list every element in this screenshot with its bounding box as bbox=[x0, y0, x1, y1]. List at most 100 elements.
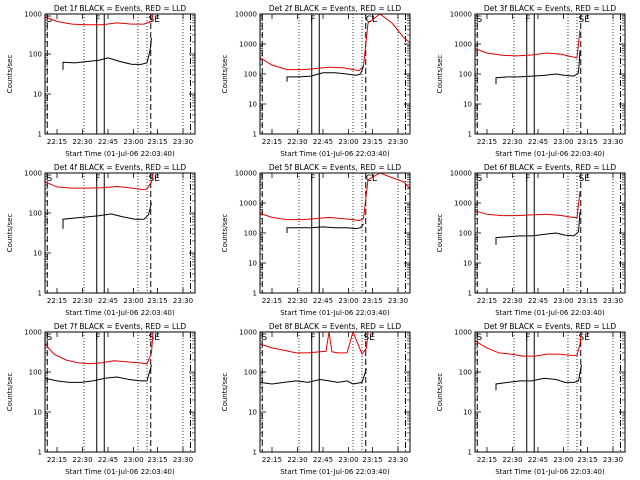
x-axis-label: Start Time (01-Jul-06 22:03:40) bbox=[280, 309, 390, 317]
y-tick-label: 1000 bbox=[239, 329, 257, 337]
series-line-lld bbox=[44, 13, 154, 26]
y-tick-label: 1000 bbox=[454, 200, 472, 208]
plot-title: Det 9f BLACK = Events, RED = LLD bbox=[484, 322, 617, 331]
x-tick-label: 23:15 bbox=[577, 456, 597, 464]
y-tick-label: 10000 bbox=[235, 170, 257, 178]
x-axis-label: Start Time (01-Jul-06 22:03:40) bbox=[495, 468, 605, 476]
x-axis-label: Start Time (01-Jul-06 22:03:40) bbox=[65, 309, 175, 317]
x-tick-label: 23:00 bbox=[338, 138, 358, 146]
x-tick-label: 23:15 bbox=[147, 456, 167, 464]
x-tick-label: 22:15 bbox=[477, 456, 497, 464]
x-tick-label: 23:30 bbox=[603, 456, 623, 464]
y-tick-label: 10 bbox=[463, 260, 472, 268]
y-axis-label: Counts/sec bbox=[221, 55, 229, 94]
marker-label: S bbox=[477, 174, 483, 184]
marker-label: F bbox=[95, 333, 100, 343]
plot-frame bbox=[474, 331, 626, 453]
series-line-lld bbox=[44, 172, 154, 191]
x-tick-label: 22:15 bbox=[47, 297, 67, 305]
plot-frame bbox=[44, 172, 196, 294]
plot-frame bbox=[259, 331, 411, 453]
y-tick-label: 100 bbox=[29, 210, 42, 218]
x-tick-label: 23:30 bbox=[388, 297, 408, 305]
marker-label: F bbox=[95, 15, 100, 25]
x-tick-label: 23:30 bbox=[388, 138, 408, 146]
plot-frame bbox=[44, 13, 196, 135]
x-tick-label: 23:00 bbox=[123, 138, 143, 146]
marker-label: F bbox=[525, 15, 530, 25]
y-tick-label: 100 bbox=[459, 230, 472, 238]
y-axis-label: Counts/sec bbox=[436, 214, 444, 253]
marker-label: F bbox=[310, 333, 315, 343]
plot-frame bbox=[474, 172, 626, 294]
x-tick-label: 23:30 bbox=[173, 138, 193, 146]
marker-label: S bbox=[47, 15, 53, 25]
marker-label: S bbox=[477, 15, 483, 25]
x-axis-label: Start Time (01-Jul-06 22:03:40) bbox=[280, 468, 390, 476]
x-tick-label: 22:15 bbox=[477, 297, 497, 305]
x-tick-label: 23:00 bbox=[338, 456, 358, 464]
y-tick-label: 10 bbox=[248, 260, 257, 268]
x-tick-label: 23:00 bbox=[553, 456, 573, 464]
x-tick-label: 23:15 bbox=[147, 297, 167, 305]
marker-label: F bbox=[525, 333, 530, 343]
series-line-events bbox=[495, 364, 582, 391]
series-line-events bbox=[495, 50, 581, 85]
x-tick-label: 22:30 bbox=[502, 456, 522, 464]
x-tick-label: 23:00 bbox=[553, 297, 573, 305]
x-tick-label: 22:45 bbox=[528, 297, 548, 305]
x-tick-label: 23:00 bbox=[553, 138, 573, 146]
plot-title: Det 3f BLACK = Events, RED = LLD bbox=[484, 4, 617, 13]
x-tick-label: 22:15 bbox=[47, 138, 67, 146]
y-tick-label: 1 bbox=[38, 131, 42, 139]
plot-frame bbox=[44, 331, 196, 453]
y-tick-label: 100 bbox=[244, 230, 257, 238]
x-tick-label: 23:00 bbox=[123, 456, 143, 464]
x-tick-label: 22:30 bbox=[502, 297, 522, 305]
x-tick-label: 23:15 bbox=[362, 297, 382, 305]
x-tick-label: 22:30 bbox=[72, 297, 92, 305]
x-axis-label: Start Time (01-Jul-06 22:03:40) bbox=[65, 150, 175, 158]
y-tick-label: 10 bbox=[33, 250, 42, 258]
y-tick-label: 1000 bbox=[454, 41, 472, 49]
x-tick-label: 22:15 bbox=[477, 138, 497, 146]
y-axis-label: Counts/sec bbox=[6, 55, 14, 94]
plot-title: Det 1f BLACK = Events, RED = LLD bbox=[54, 4, 187, 13]
marker-label: F bbox=[95, 174, 100, 184]
marker-label: S bbox=[477, 333, 483, 343]
y-tick-label: 100 bbox=[459, 71, 472, 79]
x-tick-label: 23:30 bbox=[173, 456, 193, 464]
plot-frame bbox=[259, 172, 411, 294]
y-axis-label: Counts/sec bbox=[221, 214, 229, 253]
marker-label: S bbox=[262, 333, 268, 343]
series-line-events bbox=[62, 202, 152, 229]
x-axis-label: Start Time (01-Jul-06 22:03:40) bbox=[495, 309, 605, 317]
y-tick-label: 10 bbox=[33, 409, 42, 417]
plot-title: Det 7f BLACK = Events, RED = LLD bbox=[54, 322, 187, 331]
x-tick-label: 23:15 bbox=[362, 456, 382, 464]
y-tick-label: 1 bbox=[468, 131, 472, 139]
x-axis-label: Start Time (01-Jul-06 22:03:40) bbox=[280, 150, 390, 158]
y-axis-label: Counts/sec bbox=[6, 373, 14, 412]
y-axis-label: Counts/sec bbox=[436, 55, 444, 94]
x-tick-label: 22:30 bbox=[502, 138, 522, 146]
y-tick-label: 1000 bbox=[24, 11, 42, 19]
y-tick-label: 1000 bbox=[239, 41, 257, 49]
y-tick-label: 10000 bbox=[235, 11, 257, 19]
plot-title: Det 6f BLACK = Events, RED = LLD bbox=[484, 163, 617, 172]
x-tick-label: 23:15 bbox=[147, 138, 167, 146]
marker-label: SE bbox=[149, 333, 161, 343]
x-tick-label: 22:15 bbox=[47, 456, 67, 464]
marker-label: SE bbox=[149, 174, 161, 184]
series-line-lld bbox=[44, 331, 154, 365]
y-tick-label: 10 bbox=[33, 91, 42, 99]
y-tick-label: 10 bbox=[463, 409, 472, 417]
x-tick-label: 22:45 bbox=[98, 297, 118, 305]
x-tick-label: 22:45 bbox=[528, 456, 548, 464]
y-tick-label: 100 bbox=[29, 369, 42, 377]
x-axis-label: Start Time (01-Jul-06 22:03:40) bbox=[65, 468, 175, 476]
plot-frame bbox=[259, 13, 411, 135]
x-tick-label: 22:15 bbox=[262, 456, 282, 464]
